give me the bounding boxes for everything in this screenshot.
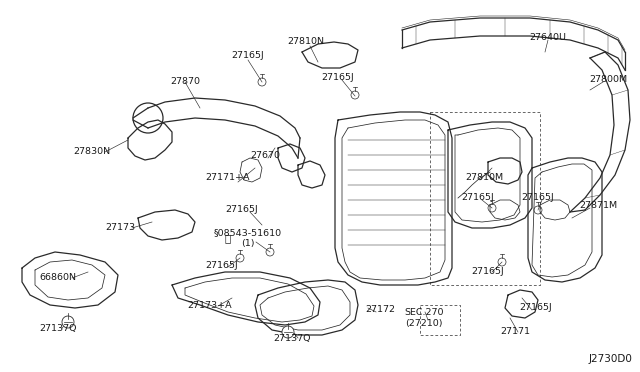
Text: 27165J: 27165J xyxy=(205,260,238,269)
Text: 27137Q: 27137Q xyxy=(273,334,311,343)
Text: 27165J: 27165J xyxy=(461,193,494,202)
Text: 27871M: 27871M xyxy=(579,201,617,209)
Text: Ⓢ: Ⓢ xyxy=(225,233,231,243)
Text: 27171+A: 27171+A xyxy=(205,173,250,183)
Text: 27800M: 27800M xyxy=(589,76,627,84)
Circle shape xyxy=(282,326,294,338)
Text: 27810N: 27810N xyxy=(287,38,324,46)
Text: 27165J: 27165J xyxy=(520,304,552,312)
Text: 27173: 27173 xyxy=(105,224,135,232)
Text: SEC.270
(27210): SEC.270 (27210) xyxy=(404,308,444,328)
Text: §08543-51610
(1): §08543-51610 (1) xyxy=(214,228,282,248)
Text: 66860N: 66860N xyxy=(40,273,77,282)
Text: 27165J: 27165J xyxy=(322,74,355,83)
Text: J2730D0: J2730D0 xyxy=(588,354,632,364)
Text: 27173+A: 27173+A xyxy=(188,301,232,310)
Text: 27810M: 27810M xyxy=(465,173,503,183)
Text: 27172: 27172 xyxy=(365,305,395,314)
Text: 27165J: 27165J xyxy=(522,193,554,202)
Text: 27171: 27171 xyxy=(500,327,530,337)
Text: 27670: 27670 xyxy=(250,151,280,160)
Text: 27165J: 27165J xyxy=(472,267,504,276)
Text: 27830N: 27830N xyxy=(74,148,111,157)
Text: 27870: 27870 xyxy=(170,77,200,87)
Text: 27165J: 27165J xyxy=(226,205,259,215)
Text: 27165J: 27165J xyxy=(232,51,264,60)
Text: 27640U: 27640U xyxy=(529,33,566,42)
Text: 27137Q: 27137Q xyxy=(39,324,77,333)
Circle shape xyxy=(62,316,74,328)
